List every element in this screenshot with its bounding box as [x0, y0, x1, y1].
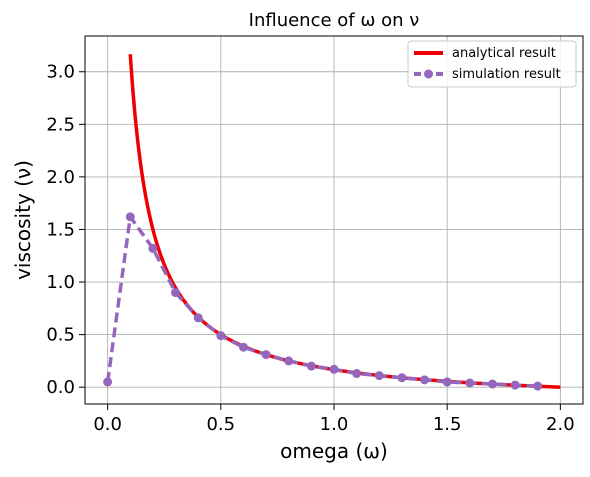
- y-tick-label: 0.0: [46, 377, 75, 398]
- y-axis-ticks: 0.0 0.5 1.0 1.5 2.0 2.5 3.0: [46, 62, 85, 398]
- simulation-point: [171, 288, 181, 298]
- simulation-point: [306, 361, 316, 371]
- x-tick-label: 0.5: [206, 414, 235, 435]
- simulation-point: [510, 380, 520, 390]
- simulation-point: [397, 373, 407, 383]
- x-axis-ticks: 0.0 0.5 1.0 1.5 2.0: [93, 404, 575, 435]
- simulation-point: [442, 377, 452, 387]
- simulation-point: [533, 381, 543, 391]
- simulation-point: [465, 378, 475, 388]
- simulation-point: [216, 331, 226, 341]
- legend-box: [407, 40, 577, 88]
- y-tick-label: 3.0: [46, 62, 75, 83]
- simulation-point: [125, 212, 135, 222]
- simulation-point: [148, 243, 158, 253]
- simulation-point: [487, 379, 497, 389]
- x-tick-label: 1.0: [320, 414, 349, 435]
- x-tick-label: 1.5: [433, 414, 462, 435]
- simulation-point: [193, 313, 203, 323]
- legend-label-analytical: analytical result: [452, 46, 556, 61]
- y-tick-label: 0.5: [46, 325, 75, 346]
- simulation-point: [329, 364, 339, 374]
- legend-label-simulation: simulation result: [452, 67, 561, 82]
- simulation-result-line: [105, 212, 538, 388]
- x-tick-label: 2.0: [546, 414, 575, 435]
- chart-title: Influence of ω on ν: [249, 10, 420, 31]
- simulation-point: [261, 350, 271, 360]
- x-axis-label: omega (ω): [280, 439, 388, 463]
- simulation-point: [238, 342, 248, 352]
- simulation-point: [103, 377, 113, 387]
- simulation-point: [420, 375, 430, 385]
- y-tick-label: 1.5: [46, 219, 75, 240]
- legend-marker-simulation: [424, 69, 433, 79]
- simulation-point: [374, 371, 384, 381]
- simulation-point: [284, 356, 294, 366]
- y-axis-label: viscosity (ν): [11, 160, 35, 280]
- y-tick-label: 2.5: [46, 114, 75, 135]
- x-tick-label: 0.0: [93, 414, 122, 435]
- legend: analytical result simulation result: [407, 40, 577, 88]
- series-layer: [103, 54, 561, 391]
- y-tick-label: 2.0: [46, 167, 75, 188]
- grid-lines: [85, 36, 583, 404]
- y-tick-label: 1.0: [46, 272, 75, 293]
- analytical-result-line: [128, 54, 561, 389]
- simulation-point: [352, 369, 362, 379]
